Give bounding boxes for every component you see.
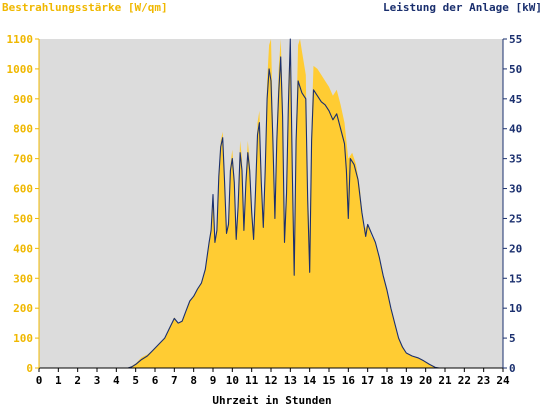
right-tick-label: 15: [509, 272, 522, 285]
x-tick-label: 9: [210, 374, 217, 387]
left-tick-label: 300: [13, 272, 33, 285]
x-tick-label: 19: [400, 374, 413, 387]
x-tick-label: 12: [264, 374, 277, 387]
left-tick-label: 1000: [7, 63, 34, 76]
x-tick-label: 0: [36, 374, 43, 387]
left-tick-label: 0: [26, 362, 33, 375]
x-tick-label: 18: [380, 374, 393, 387]
right-tick-label: 20: [509, 242, 522, 255]
left-tick-label: 700: [13, 153, 33, 166]
x-tick-label: 3: [94, 374, 101, 387]
x-tick-label: 16: [342, 374, 356, 387]
x-tick-label: 24: [496, 374, 510, 387]
left-axis-title: Bestrahlungsstärke [W/qm]: [2, 1, 168, 14]
x-tick-label: 15: [322, 374, 335, 387]
left-tick-label: 500: [13, 212, 33, 225]
right-tick-label: 0: [509, 362, 516, 375]
right-tick-label: 45: [509, 93, 522, 106]
right-tick-label: 40: [509, 123, 522, 136]
right-tick-label: 25: [509, 212, 522, 225]
right-tick-label: 30: [509, 183, 522, 196]
x-tick-label: 21: [438, 374, 452, 387]
x-tick-label: 10: [226, 374, 239, 387]
x-tick-label: 6: [152, 374, 159, 387]
left-tick-label: 1100: [7, 33, 34, 46]
x-tick-label: 17: [361, 374, 374, 387]
left-tick-label: 600: [13, 183, 33, 196]
irradiance-area: [39, 39, 503, 368]
axes: [35, 38, 507, 372]
right-tick-label: 35: [509, 153, 522, 166]
power-line-layer: [39, 38, 503, 369]
x-tick-label: 2: [74, 374, 81, 387]
left-tick-label: 800: [13, 123, 33, 136]
left-tick-label: 100: [13, 332, 33, 345]
x-tick-label: 20: [419, 374, 432, 387]
x-tick-label: 4: [113, 374, 120, 387]
right-tick-label: 50: [509, 63, 522, 76]
x-tick-label: 8: [190, 374, 197, 387]
x-tick-label: 7: [171, 374, 178, 387]
x-tick-label: 23: [477, 374, 490, 387]
x-tick-label: 5: [132, 374, 139, 387]
tick-labels: 0 1 2 3 4 5 6 7 8 9 10 11 12 13 14 15 16 17 18 19 20 21 22 23 24…: [7, 33, 523, 387]
left-tick-label: 200: [13, 302, 33, 315]
irradiance-area-layer: [39, 39, 503, 368]
x-tick-label: 22: [458, 374, 471, 387]
x-axis-label: Uhrzeit in Stunden: [212, 394, 332, 407]
right-tick-label: 55: [509, 33, 522, 46]
x-tick-label: 13: [284, 374, 297, 387]
power-line: [39, 38, 503, 369]
right-tick-label: 10: [509, 302, 522, 315]
left-tick-label: 400: [13, 242, 33, 255]
right-tick-label: 5: [509, 332, 516, 345]
x-tick-label: 1: [55, 374, 62, 387]
x-tick-label: 14: [303, 374, 317, 387]
right-axis-title: Leistung der Anlage [kW]: [383, 1, 542, 14]
x-tick-label: 11: [245, 374, 259, 387]
left-tick-label: 900: [13, 93, 33, 106]
